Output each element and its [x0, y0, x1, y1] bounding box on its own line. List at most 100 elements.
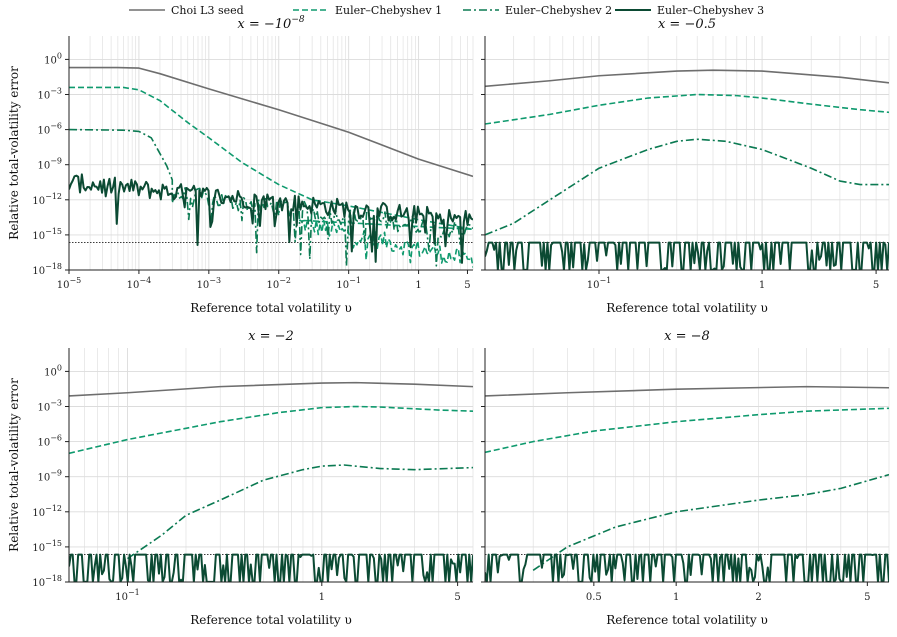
y-tick-label: 10−18	[32, 262, 62, 277]
x-tick-exp: −4	[139, 276, 151, 285]
panel-title-text: x = −10	[237, 17, 291, 32]
x-tick-base: 5	[464, 280, 470, 291]
series-line-2	[69, 405, 473, 455]
y-tick-exp: 0	[57, 363, 62, 372]
x-tick-base: 5	[864, 592, 870, 603]
y-tick-label: 10−3	[37, 399, 62, 414]
x-tick-exp: −1	[599, 276, 611, 285]
x-tick-base: 1	[759, 280, 765, 291]
y-tick-base: 10	[37, 473, 50, 484]
x-tick-label: 1	[759, 280, 765, 291]
x-tick-label: 5	[864, 592, 870, 603]
panel-title: x = −8	[664, 329, 710, 344]
x-tick-base: 10	[266, 280, 279, 291]
legend-label: Euler–Chebyshev 1	[335, 4, 442, 17]
x-tick-base: 0.5	[586, 592, 602, 603]
y-tick-exp: −3	[50, 399, 62, 408]
x-tick-label: 10−1	[336, 276, 361, 291]
panel-title-text: x = −2	[248, 329, 294, 344]
series-line-4	[69, 553, 473, 582]
panel-title-text: x = −8	[664, 329, 710, 344]
x-tick-label: 1	[415, 280, 421, 291]
series-line-4	[485, 553, 889, 582]
x-tick-base: 10	[587, 280, 600, 291]
panel-title-text: x = −0.5	[658, 17, 716, 32]
series-line-4	[69, 173, 473, 264]
x-tick-base: 5	[873, 280, 879, 291]
x-tick-exp: −1	[128, 588, 140, 597]
grid	[68, 36, 474, 271]
legend-label: Euler–Chebyshev 3	[657, 4, 764, 17]
y-tick-label: 10−15	[32, 539, 62, 554]
x-axis-label: Reference total volatility υ	[190, 613, 352, 627]
x-tick-base: 2	[755, 592, 761, 603]
x-tick-label: 0.5	[586, 592, 602, 603]
x-tick-label: 1	[319, 592, 325, 603]
x-tick-label: 5	[873, 280, 879, 291]
legend-entry: Euler–Chebyshev 3	[615, 4, 764, 17]
y-tick-label: 10−15	[32, 227, 62, 242]
x-tick-label: 1	[673, 592, 679, 603]
y-tick-label: 10−12	[32, 504, 62, 519]
y-tick-exp: −9	[50, 157, 62, 166]
y-tick-base: 10	[32, 266, 45, 277]
series-line-1	[69, 381, 473, 397]
y-tick-label: 10−9	[37, 469, 62, 484]
grid	[484, 348, 890, 583]
series-line-1	[485, 69, 889, 88]
y-tick-label: 10−6	[37, 434, 62, 449]
y-tick-base: 10	[44, 367, 57, 378]
y-tick-base: 10	[37, 438, 50, 449]
x-axis-label: Reference total volatility υ	[606, 301, 768, 315]
y-tick-exp: −3	[50, 87, 62, 96]
x-tick-base: 1	[415, 280, 421, 291]
y-tick-exp: −18	[45, 262, 62, 271]
series-line-1	[485, 385, 889, 397]
x-tick-label: 10−1	[115, 588, 140, 603]
chart-panel-2: 10−1 1 5 x = −0.5 Reference total volatility…	[481, 17, 890, 315]
x-tick-base: 10	[127, 280, 140, 291]
x-tick-label: 5	[464, 280, 470, 291]
y-tick-exp: −12	[45, 192, 62, 201]
y-tick-base: 10	[32, 508, 45, 519]
y-tick-label: 10−18	[32, 574, 62, 589]
legend: Choi L3 seed Euler–Chebyshev 1 Euler–Cheby…	[129, 4, 764, 17]
series-line-2	[485, 93, 889, 125]
panel-title-exp: −8	[291, 15, 305, 25]
x-tick-exp: −1	[349, 276, 361, 285]
x-tick-base: 10	[57, 280, 70, 291]
y-tick-base: 10	[44, 55, 57, 66]
x-tick-exp: −2	[279, 276, 291, 285]
y-axis-label: Relative total-volatility error	[7, 378, 21, 552]
grid	[68, 348, 474, 583]
y-tick-exp: −15	[45, 227, 62, 236]
x-tick-label: 10−4	[127, 276, 152, 291]
x-tick-label: 2	[755, 592, 761, 603]
series-line-2	[69, 86, 473, 268]
series-line-2	[485, 407, 889, 454]
x-tick-label: 10−5	[57, 276, 82, 291]
x-tick-base: 1	[319, 592, 325, 603]
y-tick-label: 100	[44, 363, 62, 378]
y-tick-exp: −9	[50, 469, 62, 478]
series-line-3	[127, 464, 473, 560]
y-tick-base: 10	[37, 91, 50, 102]
x-tick-label: 10−2	[266, 276, 291, 291]
y-tick-base: 10	[32, 231, 45, 242]
chart-panel-4: 0.5 1 2 5 x = −8 Reference total volatility υ	[481, 329, 890, 627]
y-tick-exp: −15	[45, 539, 62, 548]
legend-label: Euler–Chebyshev 2	[505, 4, 612, 17]
legend-label: Choi L3 seed	[171, 4, 244, 17]
y-tick-label: 10−12	[32, 192, 62, 207]
y-tick-base: 10	[32, 543, 45, 554]
y-tick-label: 100	[44, 51, 62, 66]
legend-entry: Euler–Chebyshev 2	[463, 4, 612, 17]
y-tick-label: 10−3	[37, 87, 62, 102]
x-axis-label: Reference total volatility υ	[190, 301, 352, 315]
y-axis-label: Relative total-volatility error	[7, 66, 21, 240]
y-tick-base: 10	[32, 578, 45, 589]
y-tick-base: 10	[32, 196, 45, 207]
